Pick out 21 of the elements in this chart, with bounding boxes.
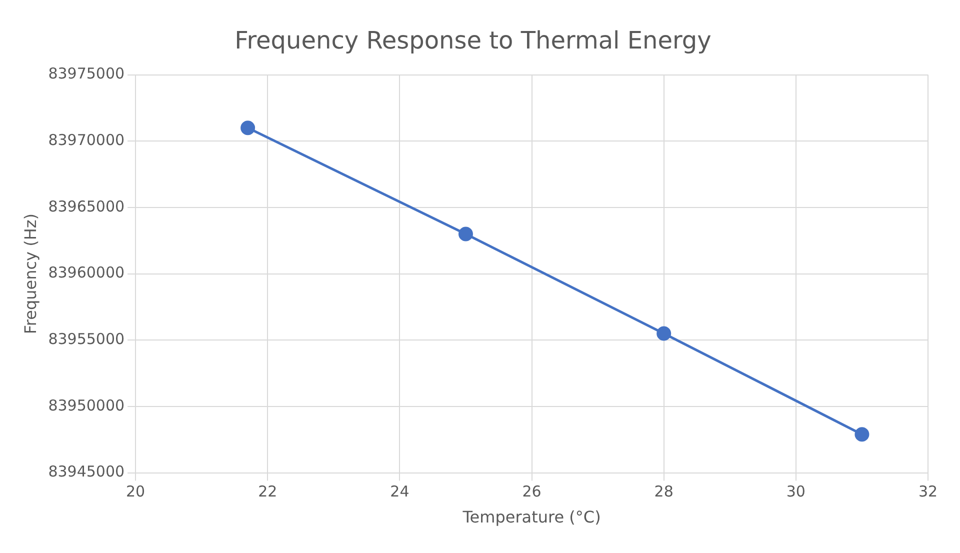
x-tick-label: 26 [522, 482, 542, 501]
chart-title: Frequency Response to Thermal Energy [234, 26, 712, 55]
point [854, 427, 870, 442]
x-tick-label: 28 [654, 482, 674, 501]
y-tick-label: 83955000 [48, 330, 125, 348]
y-tick-label: 83975000 [48, 64, 125, 83]
x-tick-label: 30 [786, 482, 806, 501]
x-tick-label: 24 [390, 482, 410, 501]
x-axis-title: Temperature (°C) [462, 508, 601, 527]
x-tick-label: 20 [126, 482, 146, 501]
point [240, 120, 256, 136]
y-axis-title: Frequency (Hz) [20, 213, 40, 334]
x-tick-label: 22 [258, 482, 278, 501]
point [656, 326, 672, 341]
y-tick-label: 83945000 [48, 462, 125, 481]
point [458, 226, 473, 242]
x-tick-label: 32 [918, 482, 938, 501]
y-tick-label: 83965000 [48, 197, 125, 216]
y-tick-label: 83970000 [48, 131, 125, 150]
y-tick-label: 83950000 [48, 396, 125, 414]
y-tick-label: 83960000 [48, 264, 125, 282]
